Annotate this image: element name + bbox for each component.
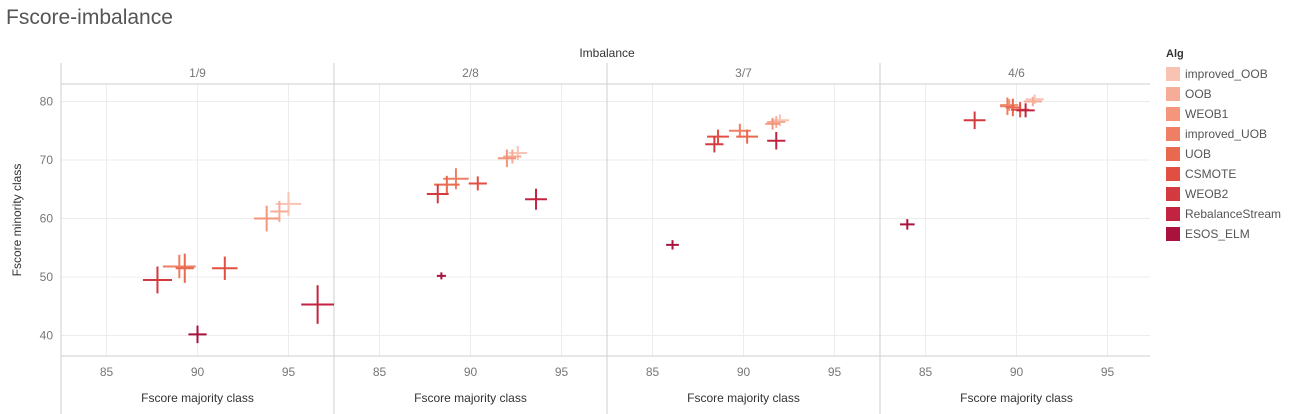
data-point-ESOS_ELM [188, 325, 207, 344]
data-point-WEOB1 [253, 205, 280, 232]
faceted-scatter-chart: Imbalance 40 50 60 70 80 Fscore minority class… [10, 46, 1150, 414]
legend-swatch [1166, 127, 1180, 141]
y-tick-label: 40 [40, 329, 54, 343]
legend-label: ESOS_ELM [1185, 227, 1250, 241]
data-point-ESOS_ELM [436, 272, 446, 280]
data-point-RebalanceStream [767, 131, 786, 150]
data-point-WEOB2 [963, 111, 986, 130]
data-point-ESOS_ELM [666, 240, 679, 250]
x-axis-label: Fscore majority class [414, 391, 527, 405]
data-point-ESOS_ELM [900, 219, 915, 230]
data-point-UOB [175, 253, 194, 283]
legend-item[interactable]: OOB [1166, 84, 1281, 104]
y-axis-label: Fscore minority class [10, 164, 24, 277]
legend-label: CSMOTE [1185, 167, 1237, 181]
facet-label: 1/9 [189, 66, 206, 80]
x-tick-label: 85 [373, 365, 387, 379]
data-point-improved_UOB [162, 254, 196, 279]
legend-label: RebalanceStream [1185, 207, 1282, 221]
data-point-CSMOTE [707, 129, 729, 144]
data-point-RebalanceStream [1016, 103, 1035, 118]
data-point-WEOB1 [1000, 99, 1019, 111]
data-point-UOB [736, 129, 759, 144]
x-tick-label: 95 [828, 365, 842, 379]
legend-swatch [1166, 67, 1180, 81]
x-axis-label: Fscore majority class [141, 391, 254, 405]
legend-swatch [1166, 87, 1180, 101]
facet-header-title: Imbalance [579, 46, 635, 60]
data-point-WEOB2 [426, 184, 449, 204]
legend-swatch [1166, 187, 1180, 201]
legend-swatch [1166, 147, 1180, 161]
data-point-CSMOTE [212, 256, 238, 280]
legend-item[interactable]: WEOB1 [1166, 104, 1281, 124]
facet-label: 4/6 [1008, 66, 1025, 80]
legend: Alg improved_OOB OOB WEOB1 improved_UOB UOB C… [1166, 48, 1281, 244]
x-tick-label: 95 [1101, 365, 1115, 379]
legend-item[interactable]: UOB [1166, 144, 1281, 164]
legend-swatch [1166, 107, 1180, 121]
data-point-WEOB1 [497, 149, 516, 168]
y-tick-label: 80 [40, 95, 54, 109]
page-title: Fscore-imbalance [6, 6, 173, 29]
legend-item[interactable]: improved_OOB [1166, 64, 1281, 84]
legend-label: WEOB2 [1185, 187, 1229, 201]
y-tick-label: 50 [40, 270, 54, 284]
x-tick-label: 85 [100, 365, 114, 379]
x-axis-label: Fscore majority class [687, 391, 800, 405]
data-point-UOB [1005, 98, 1021, 117]
legend-label: OOB [1185, 87, 1212, 101]
x-tick-label: 85 [919, 365, 933, 379]
legend-items: improved_OOB OOB WEOB1 improved_UOB UOB CSMOT… [1166, 64, 1281, 244]
data-point-CSMOTE [468, 176, 487, 191]
x-tick-label: 85 [646, 365, 660, 379]
x-tick-label: 90 [737, 365, 751, 379]
legend-item[interactable]: CSMOTE [1166, 164, 1281, 184]
legend-swatch [1166, 167, 1180, 181]
x-tick-label: 90 [191, 365, 205, 379]
legend-item[interactable]: improved_UOB [1166, 124, 1281, 144]
data-point-RebalanceStream [301, 285, 334, 324]
data-point-WEOB2 [705, 136, 724, 153]
y-tick-label: 70 [40, 153, 54, 167]
legend-item[interactable]: ESOS_ELM [1166, 224, 1281, 244]
facet-label: 3/7 [735, 66, 752, 80]
legend-title: Alg [1166, 48, 1184, 60]
x-tick-label: 90 [464, 365, 478, 379]
x-axis-label: Fscore majority class [960, 391, 1073, 405]
legend-label: WEOB1 [1185, 107, 1229, 121]
facet-label: 2/8 [462, 66, 479, 80]
legend-item[interactable]: RebalanceStream [1166, 204, 1281, 224]
legend-label: UOB [1185, 147, 1212, 161]
legend-item[interactable]: WEOB2 [1166, 184, 1281, 204]
data-point-WEOB1 [765, 117, 780, 130]
data-point-OOB [1023, 96, 1042, 107]
data-point-RebalanceStream [525, 188, 547, 210]
x-tick-label: 90 [1010, 365, 1024, 379]
y-tick-label: 60 [40, 212, 54, 226]
legend-label: improved_UOB [1185, 127, 1268, 141]
legend-swatch [1166, 207, 1180, 221]
legend-swatch [1166, 227, 1180, 241]
x-tick-label: 95 [555, 365, 569, 379]
x-tick-label: 95 [282, 365, 296, 379]
legend-label: improved_OOB [1185, 67, 1268, 81]
data-point-OOB [767, 116, 786, 128]
data-point-WEOB2 [142, 266, 173, 294]
